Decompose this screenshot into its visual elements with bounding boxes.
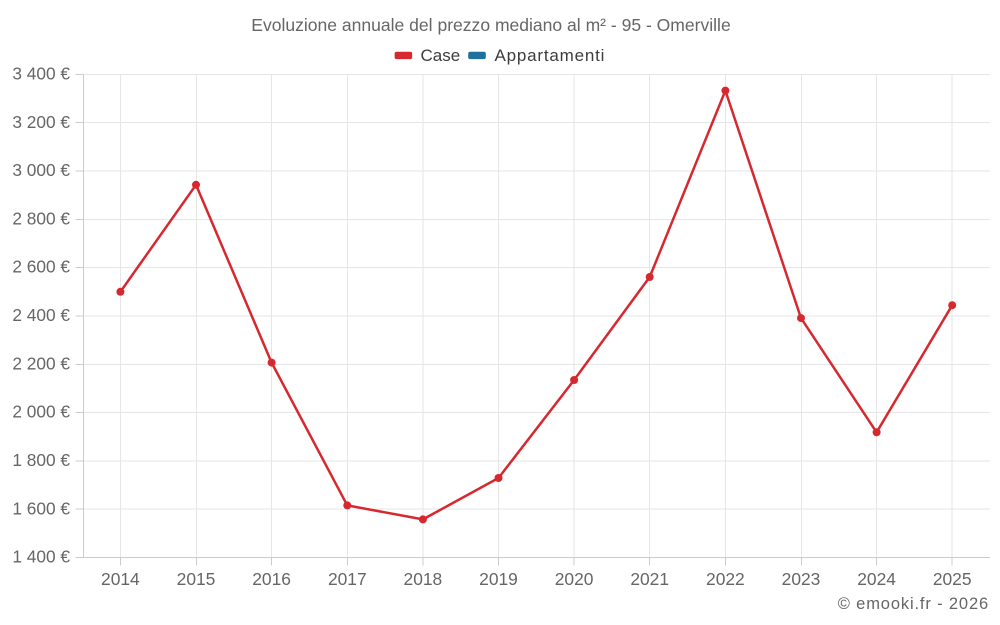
- svg-text:2025: 2025: [933, 569, 972, 589]
- svg-text:2 000 €: 2 000 €: [12, 402, 70, 422]
- svg-text:3 200 €: 3 200 €: [12, 112, 70, 132]
- svg-text:2018: 2018: [404, 569, 443, 589]
- svg-text:3 400 €: 3 400 €: [12, 64, 70, 84]
- svg-text:2015: 2015: [177, 569, 216, 589]
- svg-text:Appartamenti: Appartamenti: [495, 46, 606, 65]
- svg-text:© emooki.fr - 2026: © emooki.fr - 2026: [838, 595, 989, 613]
- svg-text:Case: Case: [421, 46, 461, 65]
- svg-text:2020: 2020: [555, 569, 594, 589]
- svg-text:2 200 €: 2 200 €: [12, 353, 70, 373]
- svg-text:2024: 2024: [857, 569, 896, 589]
- svg-text:2021: 2021: [630, 569, 669, 589]
- svg-text:2019: 2019: [479, 569, 518, 589]
- svg-text:2 800 €: 2 800 €: [12, 208, 70, 228]
- svg-text:2017: 2017: [328, 569, 367, 589]
- svg-text:1 400 €: 1 400 €: [12, 547, 70, 567]
- svg-text:1 600 €: 1 600 €: [12, 498, 70, 518]
- svg-text:2014: 2014: [101, 569, 140, 589]
- svg-text:Evoluzione annuale del prezzo: Evoluzione annuale del prezzo mediano al…: [251, 15, 730, 35]
- svg-text:2016: 2016: [252, 569, 291, 589]
- svg-text:2023: 2023: [782, 569, 821, 589]
- svg-text:2 600 €: 2 600 €: [12, 257, 70, 277]
- svg-text:2022: 2022: [706, 569, 745, 589]
- svg-text:2 400 €: 2 400 €: [12, 305, 70, 325]
- svg-text:3 000 €: 3 000 €: [12, 160, 70, 180]
- svg-text:1 800 €: 1 800 €: [12, 450, 70, 470]
